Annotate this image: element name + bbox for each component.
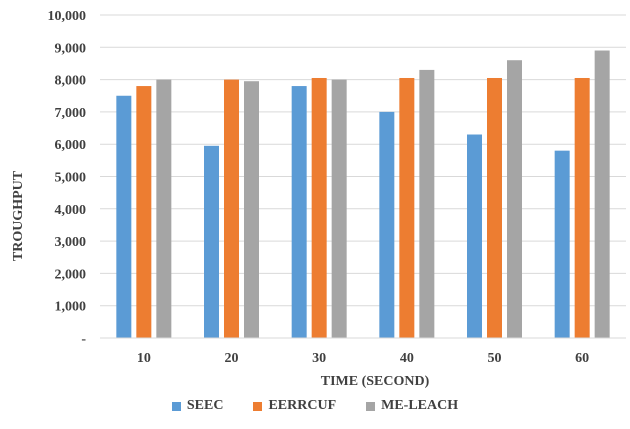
bar-seec-30 xyxy=(291,86,307,338)
y-tick-label: 9,000 xyxy=(55,41,87,56)
y-tick-label: 4,000 xyxy=(55,203,87,218)
y-tick-label: 5,000 xyxy=(55,171,87,186)
y-axis-title: TROUGHPUT xyxy=(11,170,26,261)
bar-eerrcuf-40 xyxy=(399,77,415,339)
bar-eerrcuf-20 xyxy=(224,79,239,338)
x-tick-labels: 10 20 30 40 50 60 xyxy=(137,351,589,366)
legend-swatch xyxy=(366,401,376,411)
y-tick-label: 3,000 xyxy=(55,235,87,250)
legend-label: SEEC xyxy=(186,398,224,413)
gridlines xyxy=(100,14,626,307)
y-tick-label: 2,000 xyxy=(55,267,87,282)
bar-me-leach-50 xyxy=(507,60,522,338)
x-tick-label: 60 xyxy=(575,351,589,366)
legend-swatch xyxy=(253,401,263,411)
y-tick-label: 10,000 xyxy=(48,9,87,24)
bar-me-leach-20 xyxy=(244,81,259,338)
bar-eerrcuf-60 xyxy=(574,77,590,339)
legend-item-me-leach: ME-LEACH xyxy=(366,398,458,414)
bar-me-leach-30 xyxy=(331,79,347,338)
y-tick-label: - xyxy=(81,332,86,347)
bar-seec-50 xyxy=(467,134,482,338)
bar-seec-20 xyxy=(204,145,219,338)
legend-item-eerrcuf: EERRCUF xyxy=(253,398,336,414)
bar-me-leach-40 xyxy=(419,69,435,338)
legend-label: EERRCUF xyxy=(268,398,337,413)
bars xyxy=(116,50,610,339)
bar-seec-10 xyxy=(116,95,132,338)
legend-swatch xyxy=(171,401,181,411)
x-tick-label: 20 xyxy=(225,351,239,366)
x-tick-label: 30 xyxy=(312,351,326,366)
bar-seec-40 xyxy=(379,111,395,339)
y-tick-label: 6,000 xyxy=(55,138,87,153)
legend-label: ME-LEACH xyxy=(381,398,459,413)
bar-seec-60 xyxy=(554,150,570,338)
y-tick-label: 8,000 xyxy=(55,74,87,89)
bar-eerrcuf-50 xyxy=(487,77,502,339)
bar-eerrcuf-30 xyxy=(311,77,327,339)
y-tick-label: 7,000 xyxy=(55,106,87,121)
bar-me-leach-60 xyxy=(594,50,610,338)
x-tick-label: 50 xyxy=(488,351,502,366)
legend: SEEC EERRCUF ME-LEACH xyxy=(0,398,630,414)
x-tick-label: 10 xyxy=(137,351,151,366)
bar-eerrcuf-10 xyxy=(136,86,152,338)
x-tick-label: 40 xyxy=(400,351,414,366)
legend-item-seec: SEEC xyxy=(171,398,224,414)
x-axis-title: TIME (SECOND) xyxy=(321,374,430,389)
y-tick-label: 1,000 xyxy=(55,300,87,315)
bar-me-leach-10 xyxy=(156,79,172,338)
y-tick-labels: - 1,000 2,000 3,000 4,000 5,000 6,000 7,000 8,00… xyxy=(48,9,87,347)
